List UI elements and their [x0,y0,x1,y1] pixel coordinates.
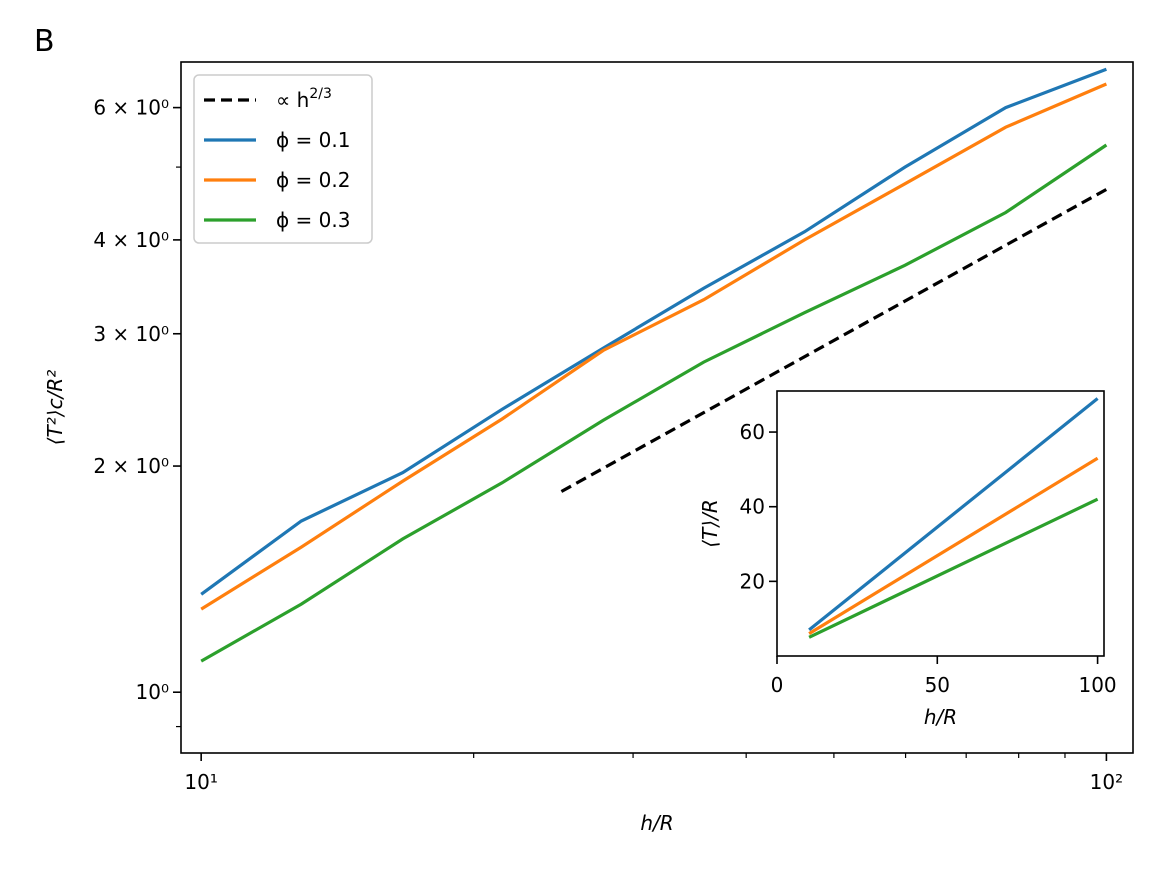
inset-y-axis-label: ⟨T⟩/R [698,499,722,547]
series-line-2 [200,82,1108,611]
inset-x-tick-label: 0 [771,673,784,697]
inset-x-tick-label: 100 [1078,673,1116,697]
inset-y-tick-label: 20 [740,569,765,593]
legend-box [193,74,373,244]
legend: ∝ h2/3 ϕ = 0.1 ϕ = 0.2 ϕ = 0.3 [193,74,373,244]
x-axis-label: h/R [640,811,673,835]
plot-frame [180,61,1134,754]
inset-series-line-2 [808,497,1099,639]
y-tick-label: 3 × 10⁰ [93,322,169,346]
panel-label: B [34,24,55,59]
y-axis-label: ⟨T²⟩c/R² [43,370,67,446]
series-line-1 [200,67,1107,596]
legend-label-0: ∝ h2/3 [276,86,332,112]
inset-y-tick-label: 60 [740,420,765,444]
inset-y-tick-label: 40 [740,495,765,519]
inset-x-axis-label: h/R [924,705,957,729]
main-plot: 10¹ 10² 10⁰ 2 × 10⁰ 3 × 10⁰ 4 × 10⁰ 6 × 10⁰ h/R… [43,61,1134,835]
legend-label-2: ϕ = 0.2 [276,168,350,192]
inset-plot: 0 50 100 20 40 60 h/R ⟨T⟩/R [698,390,1117,729]
inset-series-line-1 [808,456,1099,635]
y-tick-label: 6 × 10⁰ [93,96,169,120]
series-line-0 [560,188,1108,493]
y-tick-label: 4 × 10⁰ [93,228,169,252]
series-line-3 [200,143,1108,663]
legend-label-1: ϕ = 0.1 [276,128,350,152]
y-tick-label: 2 × 10⁰ [93,454,169,478]
inset-series-line-0 [808,397,1099,632]
inset-x-tick-label: 50 [925,673,950,697]
x-tick-label: 10² [1090,770,1123,794]
y-tick-label: 10⁰ [136,680,169,704]
x-tick-label: 10¹ [184,770,217,794]
legend-superscript: 2/3 [309,86,332,102]
legend-label-3: ϕ = 0.3 [276,208,350,232]
